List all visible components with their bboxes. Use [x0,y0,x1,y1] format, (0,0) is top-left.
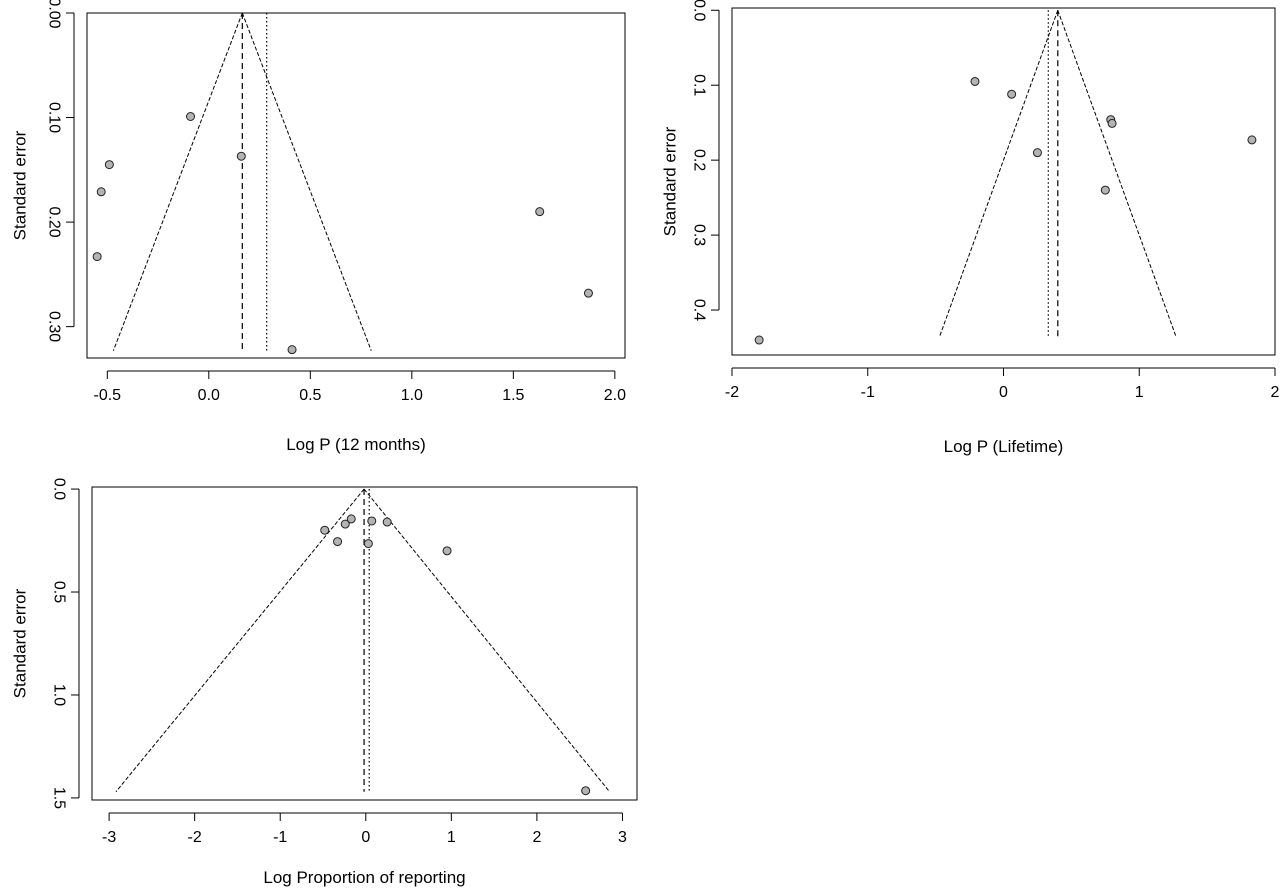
funnel-plot-2: -2 -1 0 1 2 0.0 0.1 0.2 0.3 0.4 Log P (Lifetime) St… [661,0,1280,456]
x-tick-label: -1 [861,384,875,401]
study-point [96,187,106,197]
x-tick-label: 0.0 [198,387,220,404]
y-tick-label: 0.2 [691,149,708,171]
x-axis-title: Log Proportion of reporting [263,868,465,887]
x-tick-label: 0 [999,384,1008,401]
y-tick-label: 1.0 [51,684,68,706]
study-point [346,514,356,524]
y-axis-title: Standard error [11,588,30,698]
x-tick-label: -3 [102,829,116,846]
study-point [754,335,764,345]
plot-frame [86,12,626,359]
x-tick-label: 1.0 [401,387,423,404]
study-point [340,519,350,529]
x-tick-label: 2.0 [604,387,626,404]
funnel-plot-1: -0.5 0.0 0.5 1.0 1.5 2.0 0.00 0.10 0.20 0.30 Log P… [11,0,627,454]
study-point [186,112,196,121]
study-point [236,151,246,161]
funnel-right-line [1057,10,1177,337]
plot-frame [731,7,1276,356]
study-point [442,546,452,556]
x-tick-label: 0.5 [299,387,321,404]
y-axis: 0.00 0.10 0.20 0.30 [46,0,75,342]
y-tick-label: 0.4 [691,299,708,321]
x-tick-label: -0.5 [94,387,122,404]
study-point [104,160,114,170]
y-axis: 0.0 0.1 0.2 0.3 0.4 [691,0,720,321]
funnel-plot-3: -3 -2 -1 0 1 2 3 0.0 0.5 1.0 1.5 Log Proportion of … [11,478,638,887]
y-tick-label: 0.0 [691,0,708,21]
x-tick-label: -2 [725,384,739,401]
y-tick-label: 0.20 [46,207,63,238]
x-tick-label: 2 [1271,384,1280,401]
x-axis: -2 -1 0 1 2 [725,367,1280,401]
study-point [287,345,297,355]
y-tick-label: 1.5 [51,787,68,809]
study-point [581,786,591,796]
funnel-left-line [115,488,365,793]
funnel-right-line [241,12,372,351]
study-point [1100,185,1110,195]
study-point [1032,148,1042,158]
y-tick-label: 0.00 [46,0,63,29]
funnel-left-line [112,12,243,351]
x-tick-label: 1 [447,829,456,846]
study-point [1247,135,1257,145]
study-point [333,537,343,547]
y-tick-label: 0.10 [46,102,63,133]
x-tick-label: 3 [618,829,627,846]
x-axis-title: Log P (Lifetime) [944,437,1064,456]
study-point [320,525,330,535]
x-tick-label: -1 [273,829,287,846]
study-point [1107,118,1117,128]
x-axis-title: Log P (12 months) [286,435,426,454]
study-point [367,516,377,526]
y-tick-label: 0.0 [51,478,68,500]
funnel-right-line [363,488,611,793]
y-tick-label: 0.3 [691,224,708,246]
x-axis: -3 -2 -1 0 1 2 3 [102,812,627,846]
y-tick-label: 0.5 [51,581,68,603]
y-tick-label: 0.1 [691,74,708,96]
x-tick-label: 1.5 [502,387,524,404]
y-axis-title: Standard error [661,126,680,236]
study-point [363,539,373,549]
x-tick-label: 2 [532,829,541,846]
x-tick-label: 1 [1135,384,1144,401]
study-point [382,517,392,527]
study-point [92,252,102,262]
study-point [535,207,545,217]
y-tick-label: 0.30 [46,311,63,342]
study-point [1007,89,1017,99]
study-point [583,288,593,298]
funnel-left-line [939,10,1059,337]
y-axis: 0.0 0.5 1.0 1.5 [51,478,80,809]
x-axis: -0.5 0.0 0.5 1.0 1.5 2.0 [94,370,626,404]
study-point [970,76,980,86]
x-tick-label: 0 [361,829,370,846]
y-axis-title: Standard error [11,130,30,240]
x-tick-label: -2 [188,829,202,846]
plot-frame [91,486,638,801]
